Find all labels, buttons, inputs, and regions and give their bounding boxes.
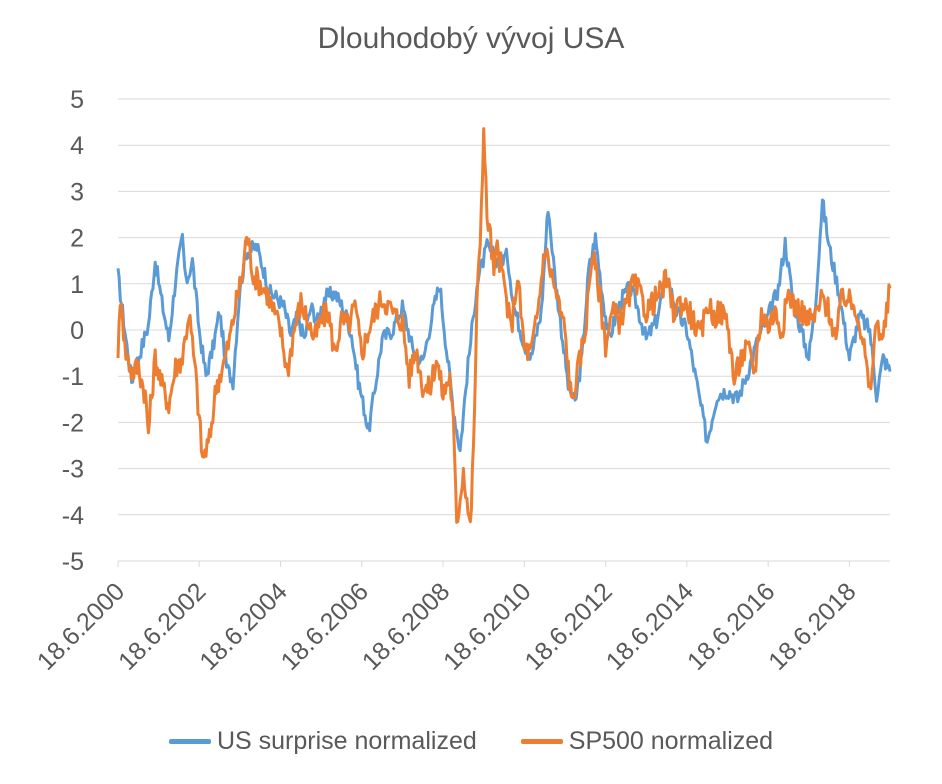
y-tick-label: 5 — [70, 86, 84, 114]
x-tick-label: 18.6.2018 — [763, 577, 861, 675]
y-tick-label: -1 — [62, 363, 84, 391]
x-tick-label: 18.6.2016 — [682, 577, 780, 675]
y-tick-label: 3 — [70, 178, 84, 206]
y-tick-label: -3 — [62, 456, 84, 484]
legend-swatch-us-surprise — [168, 739, 211, 744]
y-tick-label: -4 — [62, 502, 84, 530]
x-tick-label: 18.6.2008 — [357, 577, 455, 675]
legend-item-us-surprise: US surprise normalized — [168, 727, 477, 756]
x-tick-label: 18.6.2000 — [32, 577, 130, 675]
legend-label-us-surprise: US surprise normalized — [216, 727, 477, 755]
legend-item-sp500: SP500 normalized — [520, 727, 774, 756]
y-tick-label: 0 — [70, 317, 84, 345]
x-tick-label: 18.6.2010 — [438, 577, 536, 675]
y-tick-label: -2 — [62, 409, 84, 437]
x-tick-label: 18.6.2002 — [113, 577, 211, 675]
x-tick-label: 18.6.2014 — [601, 577, 700, 676]
x-tick-label: 18.6.2004 — [194, 577, 293, 676]
legend: US surprise normalized SP500 normalized — [0, 727, 942, 756]
y-tick-label: 2 — [70, 225, 84, 253]
y-tick-label: -5 — [62, 548, 84, 576]
legend-label-sp500: SP500 normalized — [568, 727, 774, 755]
x-tick-label: 18.6.2012 — [519, 577, 617, 675]
x-tick-label: 18.6.2006 — [276, 577, 374, 675]
series-line-sp500 — [116, 127, 892, 524]
y-tick-label: 4 — [70, 132, 84, 160]
y-tick-label: 1 — [70, 271, 84, 299]
legend-swatch-sp500 — [520, 739, 563, 744]
chart-title: Dlouhodobý vývoj USA — [317, 22, 625, 55]
